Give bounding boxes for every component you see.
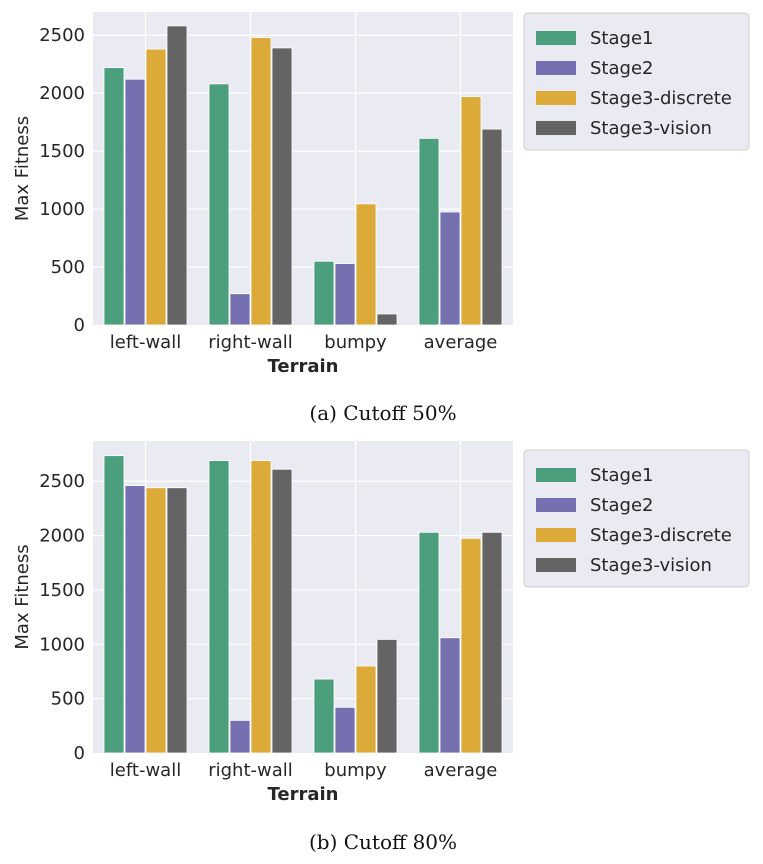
y-tick-label: 1500 — [39, 580, 85, 601]
legend-swatch-stage2 — [536, 498, 576, 512]
bar-stage3-discrete-average — [460, 96, 482, 326]
y-tick-label: 500 — [51, 689, 85, 710]
x-tick-label: bumpy — [324, 332, 387, 353]
bar-stage3-vision-bumpy — [376, 638, 398, 754]
y-tick-label: 2500 — [39, 25, 85, 46]
bar-stage3-discrete-average — [460, 537, 482, 754]
y-tick-label: 2000 — [39, 526, 85, 547]
bar-stage1-right-wall — [208, 83, 230, 326]
bar-stage3-discrete-bumpy — [355, 203, 377, 326]
y-tick-label: 0 — [74, 743, 85, 764]
y-tick-label: 1000 — [39, 634, 85, 655]
y-tick-label: 1000 — [39, 199, 85, 220]
legend: Stage1 Stage2 Stage3-discrete Stage3-vision — [523, 449, 750, 588]
legend-label: Stage2 — [590, 58, 653, 79]
x-tick-label: right-wall — [208, 332, 293, 353]
bar-stage2-average — [439, 211, 461, 326]
y-tick-label: 500 — [51, 257, 85, 278]
legend-label: Stage1 — [590, 465, 653, 486]
x-tick-label: right-wall — [208, 760, 293, 781]
bar-stage3-vision-average — [481, 531, 503, 754]
legend-swatch-stage3-vision — [536, 121, 576, 135]
bar-stage1-average — [418, 137, 440, 326]
bar-stage3-discrete-bumpy — [355, 665, 377, 754]
bar-stage1-bumpy — [313, 678, 335, 754]
figure-caption: (a) Cutoff 50% — [309, 401, 456, 425]
bar-stage1-right-wall — [208, 460, 230, 754]
bar-stage3-vision-left-wall — [166, 25, 188, 326]
bar-stage3-vision-right-wall — [271, 47, 293, 326]
bar-stage3-vision-left-wall — [166, 487, 188, 754]
x-tick-label: bumpy — [324, 760, 387, 781]
bar-stage2-bumpy — [334, 263, 356, 326]
legend-label: Stage3-vision — [590, 555, 712, 576]
bar-stage2-left-wall — [124, 485, 146, 754]
x-tick-label: average — [424, 332, 498, 353]
bar-stage1-left-wall — [103, 67, 125, 326]
bar-stage1-left-wall — [103, 455, 125, 754]
legend-box — [523, 449, 750, 588]
legend-label: Stage3-vision — [590, 118, 712, 139]
bar-stage3-discrete-right-wall — [250, 37, 272, 326]
figure-caption: (b) Cutoff 80% — [309, 830, 457, 854]
bar-stage3-vision-bumpy — [376, 313, 398, 326]
legend-label: Stage3-discrete — [590, 525, 732, 546]
legend-swatch-stage2 — [536, 61, 576, 75]
legend-label: Stage1 — [590, 28, 653, 49]
legend-label: Stage3-discrete — [590, 88, 732, 109]
legend-label: Stage2 — [590, 495, 653, 516]
legend: Stage1 Stage2 Stage3-discrete Stage3-vision — [523, 12, 750, 151]
x-tick-label: left-wall — [110, 760, 181, 781]
bar-stage1-average — [418, 531, 440, 754]
y-axis-label: Max Fitness — [12, 116, 33, 221]
y-tick-label: 0 — [74, 315, 85, 336]
bar-stage3-discrete-left-wall — [145, 48, 167, 326]
legend-box — [523, 12, 750, 151]
y-tick-label: 2000 — [39, 83, 85, 104]
chart-panel-2: 0 500 1000 1500 2000 2500 left-wall right-wall b… — [12, 441, 750, 854]
y-tick-label: 2500 — [39, 471, 85, 492]
bar-stage3-discrete-left-wall — [145, 487, 167, 754]
y-axis-label: Max Fitness — [12, 544, 33, 649]
chart-panel-1: 0 500 1000 1500 2000 2500 left-wall right-wall b… — [12, 12, 750, 425]
y-tick-label: 1500 — [39, 141, 85, 162]
x-tick-label: left-wall — [110, 332, 181, 353]
bar-stage3-vision-average — [481, 128, 503, 326]
x-axis-label: Terrain — [268, 356, 339, 377]
x-tick-label: average — [424, 760, 498, 781]
bar-stage2-average — [439, 637, 461, 754]
x-axis-label: Terrain — [268, 784, 339, 805]
legend-swatch-stage3-vision — [536, 558, 576, 572]
bar-stage3-discrete-right-wall — [250, 460, 272, 754]
bar-stage2-left-wall — [124, 78, 146, 326]
bar-stage3-vision-right-wall — [271, 468, 293, 754]
bar-stage2-right-wall — [229, 293, 251, 326]
legend-swatch-stage3-discrete — [536, 91, 576, 105]
legend-swatch-stage3-discrete — [536, 528, 576, 542]
bar-stage2-bumpy — [334, 706, 356, 754]
legend-swatch-stage1 — [536, 468, 576, 482]
bar-stage2-right-wall — [229, 719, 251, 754]
legend-swatch-stage1 — [536, 31, 576, 45]
bar-stage1-bumpy — [313, 260, 335, 326]
